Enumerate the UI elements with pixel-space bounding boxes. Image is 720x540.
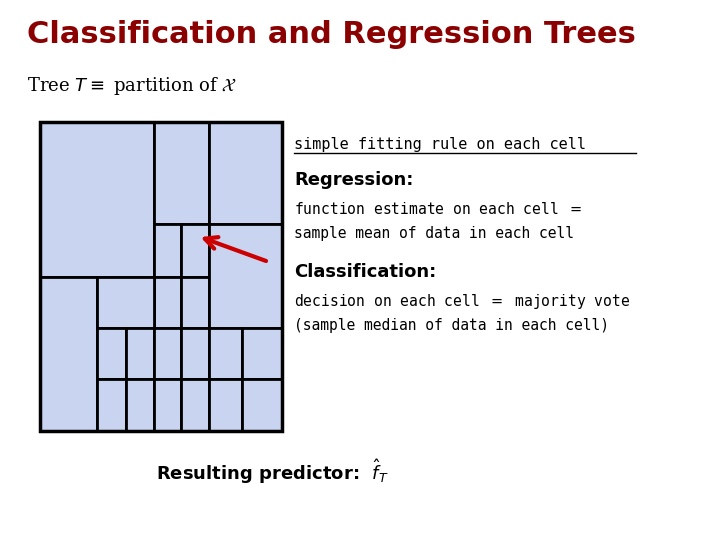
- Bar: [153, 328, 181, 379]
- Bar: [126, 328, 153, 379]
- Text: Classification:: Classification:: [294, 263, 436, 281]
- Text: decision on each cell $=$ majority vote: decision on each cell $=$ majority vote: [294, 292, 631, 310]
- Bar: [40, 122, 282, 431]
- Bar: [209, 122, 282, 224]
- Bar: [209, 328, 242, 379]
- Text: Regression:: Regression:: [294, 171, 414, 189]
- Bar: [96, 328, 126, 379]
- Text: Classification and Regression Trees: Classification and Regression Trees: [27, 20, 636, 49]
- Bar: [181, 379, 209, 431]
- Bar: [242, 379, 282, 431]
- Text: simple fitting rule on each cell: simple fitting rule on each cell: [294, 137, 586, 152]
- Bar: [96, 379, 126, 431]
- Bar: [96, 276, 153, 328]
- Bar: [153, 224, 181, 276]
- Text: (sample median of data in each cell): (sample median of data in each cell): [294, 319, 609, 333]
- Bar: [181, 328, 209, 379]
- Bar: [40, 122, 153, 276]
- Bar: [242, 328, 282, 379]
- Bar: [40, 276, 96, 431]
- Text: Tree $T \equiv$ partition of $\mathcal{X}$: Tree $T \equiv$ partition of $\mathcal{X…: [27, 75, 237, 97]
- Bar: [126, 379, 153, 431]
- Text: Resulting predictor:  $\hat{f}_T$: Resulting predictor: $\hat{f}_T$: [156, 457, 389, 486]
- Bar: [209, 379, 242, 431]
- Text: sample mean of data in each cell: sample mean of data in each cell: [294, 226, 575, 241]
- Bar: [181, 224, 209, 276]
- Bar: [209, 224, 282, 328]
- Bar: [153, 276, 181, 328]
- Bar: [181, 276, 209, 328]
- Bar: [153, 379, 181, 431]
- Text: function estimate on each cell $=$: function estimate on each cell $=$: [294, 201, 583, 217]
- Bar: [153, 122, 209, 224]
